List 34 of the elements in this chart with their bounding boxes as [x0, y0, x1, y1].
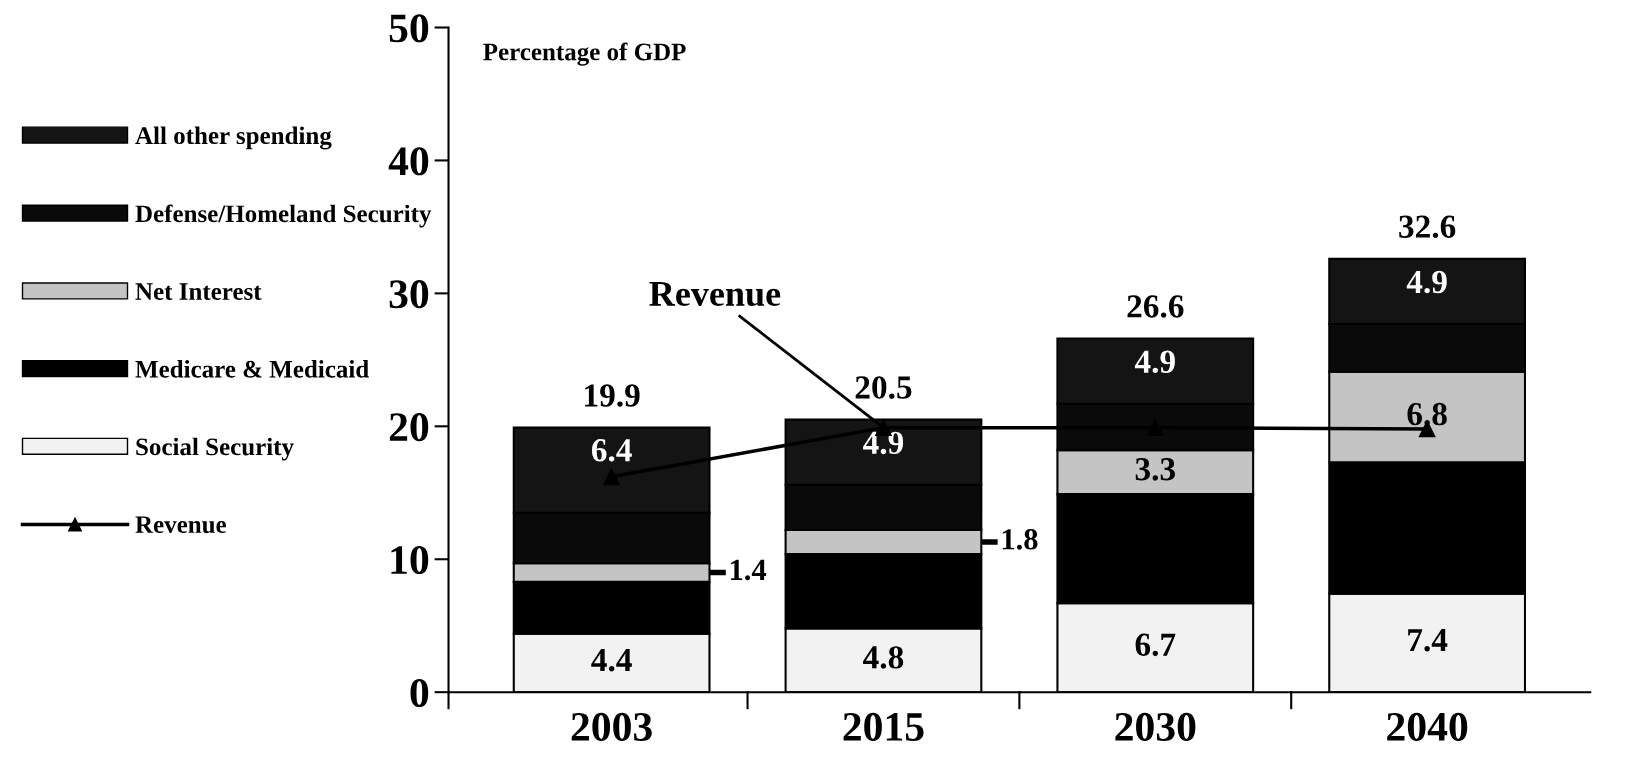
- y-tick-label: 40: [388, 147, 429, 176]
- y-tick-label: 10: [391, 546, 429, 575]
- data-label: 7.4: [1408, 629, 1448, 652]
- data-label: 4.9: [863, 431, 904, 455]
- data-label: 6.8: [1407, 402, 1447, 426]
- total-label: 20.5: [855, 376, 912, 399]
- legend-label: Medicare & Medicaid: [135, 360, 369, 378]
- x-tick-label: 2003: [571, 712, 652, 741]
- y-axis-title: Percentage of GDP: [483, 42, 686, 66]
- data-label: 4.9: [1134, 350, 1175, 374]
- data-label: 1.4: [730, 559, 767, 581]
- data-label: 3.3: [1135, 458, 1175, 481]
- x-tick-label: 2040: [1387, 712, 1468, 741]
- data-label: 4.4: [591, 649, 632, 672]
- legend-label: All other spending: [135, 126, 332, 150]
- data-label: 4.9: [1406, 270, 1447, 294]
- legend-label: Defense/Homeland Security: [135, 204, 432, 228]
- total-label: 32.6: [1399, 215, 1456, 239]
- y-tick-label: 20: [389, 413, 429, 442]
- x-tick-label: 2015: [843, 712, 924, 741]
- y-tick-label: 30: [389, 280, 429, 309]
- legend-label: Social Security: [136, 437, 294, 461]
- data-label: 4.8: [863, 646, 904, 669]
- data-label: 1.8: [1002, 528, 1038, 550]
- y-tick-label: 0: [410, 678, 429, 708]
- data-label: 6.7: [1135, 633, 1176, 657]
- legend-label: Net Interest: [135, 283, 262, 300]
- annotation: Revenue: [649, 281, 781, 307]
- y-tick-label: 50: [389, 14, 429, 43]
- data-label: 6.4: [591, 439, 632, 462]
- total-label: 26.6: [1127, 295, 1184, 318]
- legend-label: Revenue: [135, 516, 226, 534]
- x-tick-label: 2030: [1115, 712, 1196, 741]
- total-label: 19.9: [585, 384, 640, 407]
